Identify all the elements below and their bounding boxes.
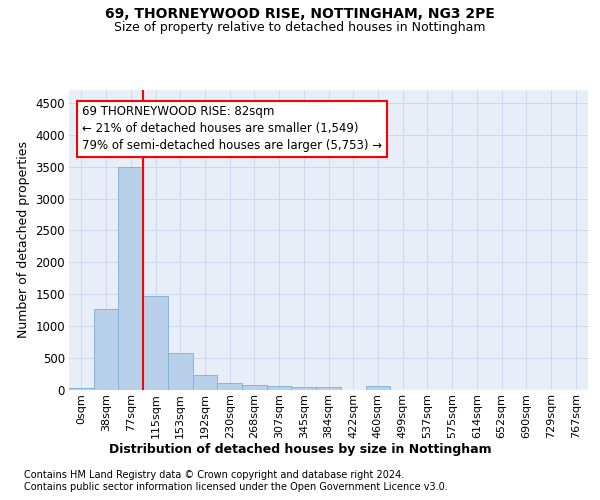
Text: Contains public sector information licensed under the Open Government Licence v3: Contains public sector information licen…	[24, 482, 448, 492]
Bar	[316, 387, 341, 390]
Text: 69, THORNEYWOOD RISE, NOTTINGHAM, NG3 2PE: 69, THORNEYWOOD RISE, NOTTINGHAM, NG3 2P…	[105, 8, 495, 22]
Bar	[242, 385, 267, 390]
Bar	[69, 388, 94, 390]
Bar	[267, 386, 292, 390]
Bar	[94, 309, 118, 390]
Bar	[292, 388, 316, 390]
Text: Contains HM Land Registry data © Crown copyright and database right 2024.: Contains HM Land Registry data © Crown c…	[24, 470, 404, 480]
Bar	[365, 386, 390, 390]
Text: Size of property relative to detached houses in Nottingham: Size of property relative to detached ho…	[114, 21, 486, 34]
Bar	[193, 374, 217, 390]
Y-axis label: Number of detached properties: Number of detached properties	[17, 142, 29, 338]
Bar	[168, 354, 193, 390]
Text: 69 THORNEYWOOD RISE: 82sqm
← 21% of detached houses are smaller (1,549)
79% of s: 69 THORNEYWOOD RISE: 82sqm ← 21% of deta…	[82, 106, 382, 152]
Text: Distribution of detached houses by size in Nottingham: Distribution of detached houses by size …	[109, 442, 491, 456]
Bar	[143, 296, 168, 390]
Bar	[118, 166, 143, 390]
Bar	[217, 382, 242, 390]
